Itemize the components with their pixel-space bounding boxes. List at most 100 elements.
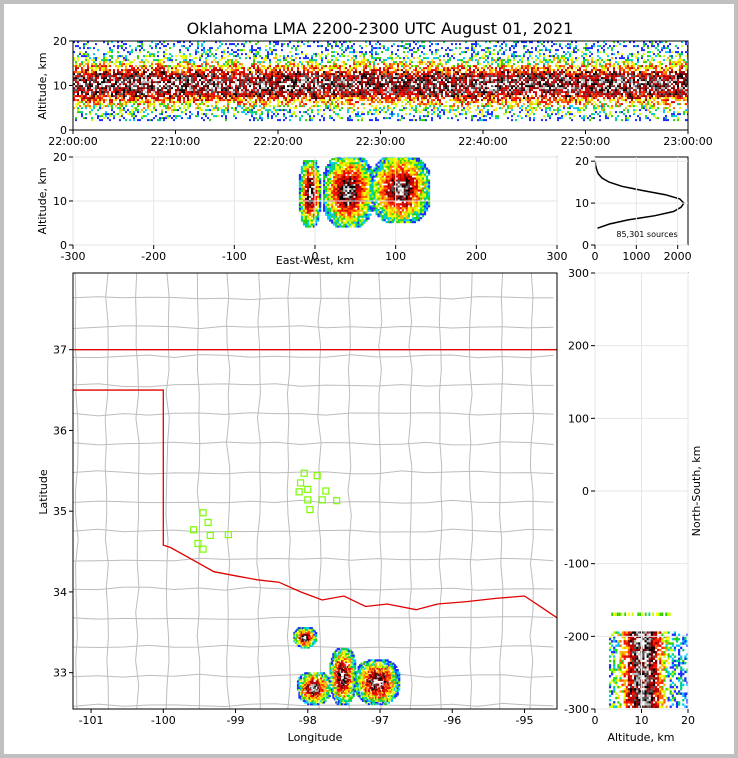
time-height-bin (113, 45, 115, 48)
time-height-bin (131, 89, 133, 92)
time-height-bin (271, 51, 273, 54)
time-height-bin (381, 97, 383, 100)
time-height-bin (311, 87, 313, 90)
time-height-bin (269, 77, 271, 80)
time-height-bin (161, 79, 163, 82)
time-height-bin (185, 95, 187, 98)
time-height-bin (401, 41, 403, 44)
time-height-bin (253, 75, 255, 78)
time-height-bin (257, 99, 259, 102)
time-height-bin (337, 89, 339, 92)
time-height-bin (137, 77, 139, 80)
time-height-bin (371, 91, 373, 94)
time-height-bin (251, 101, 253, 104)
time-height-bin (225, 95, 227, 98)
time-height-bin (257, 81, 259, 84)
time-height-bin (289, 77, 291, 80)
time-height-bin (401, 73, 403, 76)
time-height-bin (105, 57, 107, 60)
time-height-bin (245, 91, 247, 94)
time-height-bin (227, 71, 229, 74)
time-height-bin (241, 93, 243, 96)
time-height-bin (479, 63, 481, 66)
time-height-bin (165, 71, 167, 74)
time-height-bin (473, 43, 475, 46)
time-height-bin (445, 89, 447, 92)
time-height-bin (361, 111, 363, 114)
time-height-bin (411, 91, 413, 94)
time-height-bin (447, 71, 449, 74)
time-height-bin (199, 93, 201, 96)
time-height-bin (179, 109, 181, 112)
time-height-bin (229, 53, 231, 56)
time-height-bin (289, 41, 291, 44)
time-height-bin (201, 73, 203, 76)
time-height-bin (409, 97, 411, 100)
time-height-bin (473, 79, 475, 82)
time-height-bin (209, 97, 211, 100)
time-height-bin (363, 107, 365, 110)
time-height-bin (397, 79, 399, 82)
time-height-bin (157, 51, 159, 54)
time-height-bin (329, 69, 331, 72)
time-height-bin (109, 97, 111, 100)
time-height-bin (105, 113, 107, 116)
time-height-bin (183, 97, 185, 100)
time-height-bin (251, 45, 253, 48)
time-height-bin (365, 53, 367, 56)
time-height-bin (153, 81, 155, 84)
time-height-bin (239, 75, 241, 78)
time-height-bin (429, 45, 431, 48)
time-height-bin (205, 63, 207, 66)
time-height-bin (323, 95, 325, 98)
time-height-bin (347, 75, 349, 78)
time-height-bin (271, 91, 273, 94)
time-height-bin (85, 113, 87, 116)
time-height-bin (403, 57, 405, 60)
time-height-bin (449, 57, 451, 60)
time-height-bin (255, 111, 257, 114)
time-height-bin (203, 85, 205, 88)
time-height-bin (365, 73, 367, 76)
time-height-bin (397, 73, 399, 76)
time-height-bin (215, 49, 217, 52)
time-height-bin (289, 79, 291, 82)
time-height-bin (93, 95, 95, 98)
time-height-bin (303, 65, 305, 68)
time-height-bin (95, 69, 97, 72)
time-height-bin (357, 111, 359, 114)
time-height-bin (275, 41, 277, 44)
time-height-bin (205, 77, 207, 80)
time-height-bin (327, 91, 329, 94)
time-height-bin (145, 59, 147, 62)
time-height-bin (387, 99, 389, 102)
time-height-bin (143, 71, 145, 74)
time-height-bin (85, 37, 87, 39)
time-height-bin (397, 89, 399, 92)
time-height-bin (349, 41, 351, 44)
time-height-bin (295, 95, 297, 98)
time-height-bin (341, 49, 343, 52)
time-height-bin (397, 55, 399, 58)
time-height-bin (379, 83, 381, 86)
time-height-bin (179, 77, 181, 80)
time-height-bin (123, 83, 125, 86)
time-height-bin (365, 51, 367, 54)
time-height-bin (447, 47, 449, 50)
time-height-bin (209, 85, 211, 88)
time-height-bin (197, 113, 199, 116)
time-height-bin (339, 47, 341, 50)
time-height-bin (275, 67, 277, 70)
time-height-bin (129, 79, 131, 82)
time-height-bin (99, 91, 101, 94)
time-height-bin (421, 109, 423, 112)
time-height-bin (355, 97, 357, 100)
time-height-bin (389, 75, 391, 78)
time-height-bin (463, 81, 465, 84)
time-height-bin (401, 109, 403, 112)
time-height-bin (361, 91, 363, 94)
time-height-bin (189, 117, 191, 120)
time-height-bin (365, 93, 367, 96)
time-height-bin (199, 103, 201, 106)
time-height-bin (399, 97, 401, 100)
